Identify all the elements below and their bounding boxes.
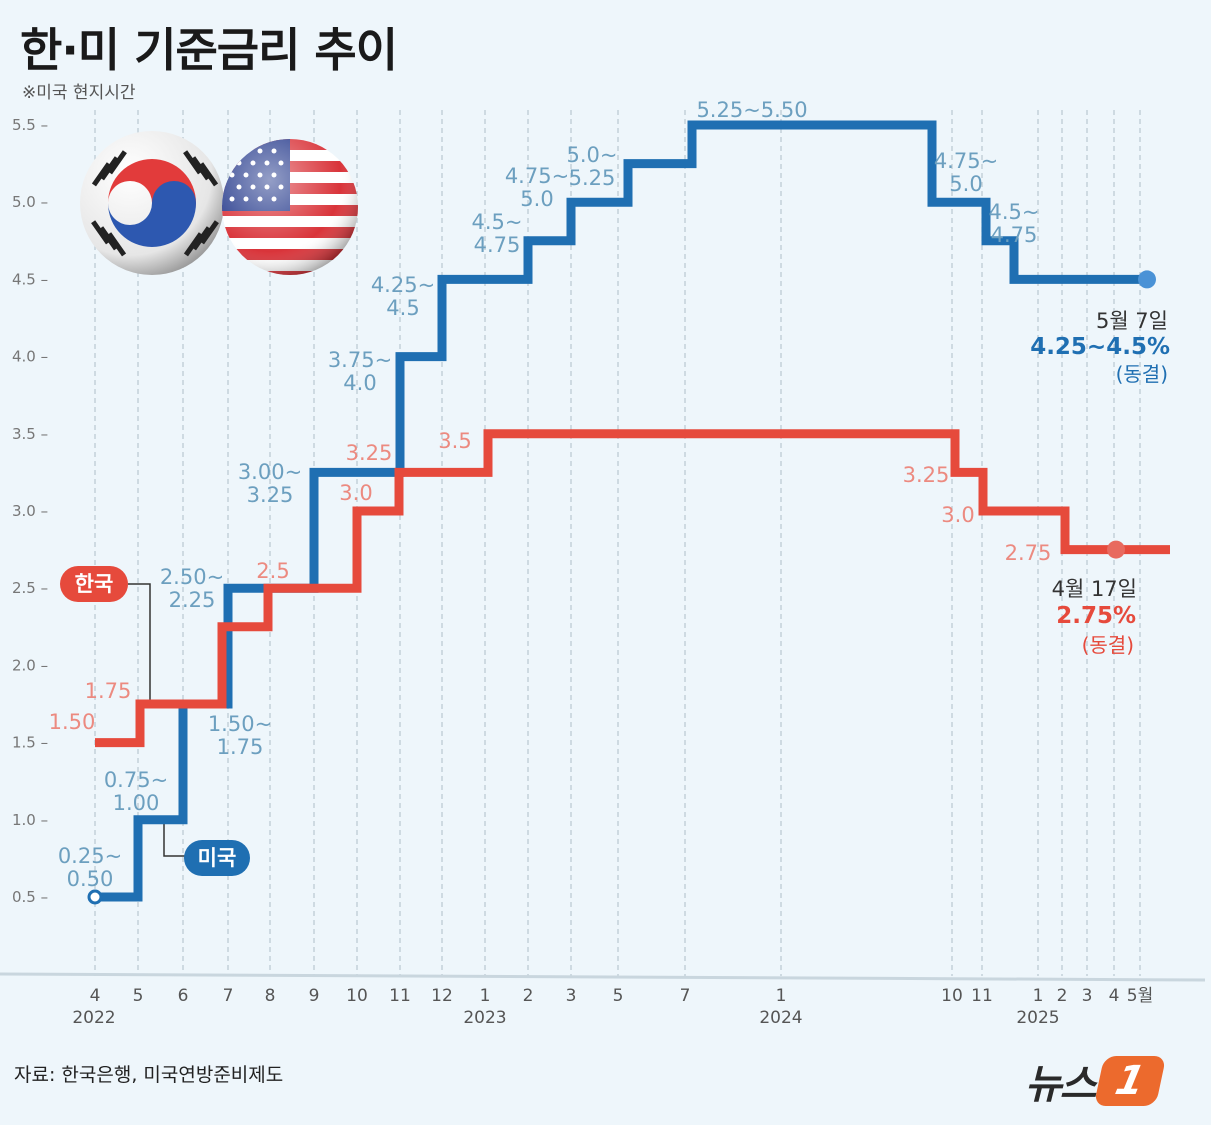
x-tick-label: 2 — [1057, 986, 1068, 1006]
x-tick-label: 7 — [223, 986, 234, 1006]
y-tick-label: 0.5 – — [12, 888, 48, 906]
y-tick-label: 2.0 – — [12, 656, 48, 674]
value-label: 3.0 — [941, 503, 974, 527]
x-tick-label: 7 — [680, 986, 691, 1006]
korea-final-value: 2.75% — [1056, 603, 1136, 629]
y-tick-label: 3.0 – — [12, 502, 48, 520]
value-label: 0.25~ 0.50 — [58, 844, 122, 891]
value-label: 1.50~ 1.75 — [208, 712, 272, 759]
x-tick-label: 2 — [523, 986, 534, 1006]
x-tick-label: 12 — [431, 986, 453, 1006]
x-tick-label: 3 — [566, 986, 577, 1006]
page-title: 한·미 기준금리 추이 — [20, 23, 398, 77]
x-tick-label: 5 — [613, 986, 624, 1006]
korea-series-badge: 한국 — [60, 566, 128, 602]
value-label: 4.5~ 4.75 — [472, 210, 523, 257]
y-tick-label: 4.0 – — [12, 348, 48, 366]
timezone-note: ※미국 현지시간 — [22, 83, 136, 103]
x-tick-label: 10 — [346, 986, 368, 1006]
y-tick-label: 4.5 – — [12, 270, 48, 288]
news1-logo: 뉴스 1 — [1025, 1052, 1166, 1110]
korea-badge-leader — [128, 583, 151, 700]
x-tick-label: 9 — [309, 986, 320, 1006]
us-start-marker — [87, 889, 103, 905]
value-label: 5.25~5.50 — [696, 98, 807, 122]
logo-text: 뉴스 — [1025, 1062, 1097, 1108]
korea-end-marker — [1107, 540, 1125, 559]
year-label: 2023 — [463, 1008, 506, 1028]
value-label: 2.5 — [256, 559, 289, 583]
source-note: 자료: 한국은행, 미국연방준비제도 — [14, 1064, 284, 1086]
korea-series-badge-label: 한국 — [75, 572, 114, 596]
us-series-badge: 미국 — [184, 840, 250, 876]
value-label: 3.75~ 4.0 — [328, 348, 392, 395]
year-label: 2025 — [1016, 1008, 1059, 1028]
us-end-marker — [1138, 270, 1156, 289]
y-axis: 5.5 – 5.0 – 4.5 – 4.0 – 3.5 – 3.0 – 2.5 – 2.0 –… — [12, 116, 48, 906]
value-label: 3.25 — [903, 463, 950, 487]
south-korea-flag-icon — [80, 131, 224, 275]
logo-badge: 1 — [1093, 1056, 1166, 1106]
x-tick-label: 11 — [971, 986, 993, 1006]
x-tick-label: 5월 — [1127, 986, 1153, 1006]
us-value-labels: 0.25~ 0.50 0.75~ 1.00 1.50~ 1.75 2.50~ 2.25 3.00… — [58, 98, 1040, 891]
x-tick-label: 1 — [776, 986, 787, 1006]
x-tick-label: 1 — [480, 986, 491, 1006]
value-label: 4.75~ 5.0 — [505, 164, 569, 211]
value-label: 4.75~ 5.0 — [934, 149, 998, 196]
us-final-status: (동결) — [1116, 362, 1168, 386]
year-label: 2024 — [759, 1008, 802, 1028]
value-label: 5.0~ 5.25 — [567, 143, 618, 190]
korea-rate-line — [95, 429, 1170, 748]
y-tick-label: 2.5 – — [12, 579, 48, 597]
y-tick-label: 1.0 – — [12, 811, 48, 829]
value-label: 0.75~ 1.00 — [104, 768, 168, 815]
us-badge-leader — [163, 824, 186, 857]
value-label: 3.25 — [346, 441, 393, 465]
korea-value-labels: 1.50 1.75 2.5 3.0 3.25 3.5 3.25 3.0 2.75 — [49, 429, 1052, 734]
us-flag-icon — [222, 139, 358, 275]
x-tick-label: 5 — [133, 986, 144, 1006]
y-tick-label: 5.0 – — [12, 193, 48, 211]
value-label: 3.0 — [339, 481, 372, 505]
value-label: 2.75 — [1005, 541, 1052, 565]
value-label: 1.75 — [85, 679, 132, 703]
value-label: 3.5 — [438, 429, 471, 453]
year-label: 2022 — [72, 1008, 115, 1028]
y-tick-label: 3.5 – — [12, 425, 48, 443]
y-tick-label: 5.5 – — [12, 116, 48, 134]
value-label: 3.00~ 3.25 — [238, 460, 302, 507]
x-tick-label: 3 — [1082, 986, 1093, 1006]
x-tick-label: 6 — [178, 986, 189, 1006]
korea-final-status: (동결) — [1082, 633, 1134, 657]
us-series-badge-label: 미국 — [198, 846, 237, 870]
x-tick-label: 11 — [389, 986, 411, 1006]
value-label: 1.50 — [49, 710, 96, 734]
value-label: 4.5~ 4.75 — [989, 200, 1040, 247]
value-label: 4.25~ 4.5 — [371, 273, 435, 320]
us-final-value: 4.25~4.5% — [1030, 334, 1170, 360]
us-final-date: 5월 7일 — [1096, 309, 1168, 333]
x-tick-label: 4 — [1109, 986, 1120, 1006]
x-tick-label: 1 — [1033, 986, 1044, 1006]
korea-final-date: 4월 17일 — [1052, 577, 1137, 601]
value-label: 2.50~ 2.25 — [160, 565, 224, 612]
x-tick-label: 10 — [941, 986, 963, 1006]
x-axis-line — [0, 972, 1206, 982]
y-tick-label: 1.5 – — [12, 734, 48, 752]
x-tick-label: 4 — [90, 986, 101, 1006]
x-tick-label: 8 — [265, 986, 276, 1006]
